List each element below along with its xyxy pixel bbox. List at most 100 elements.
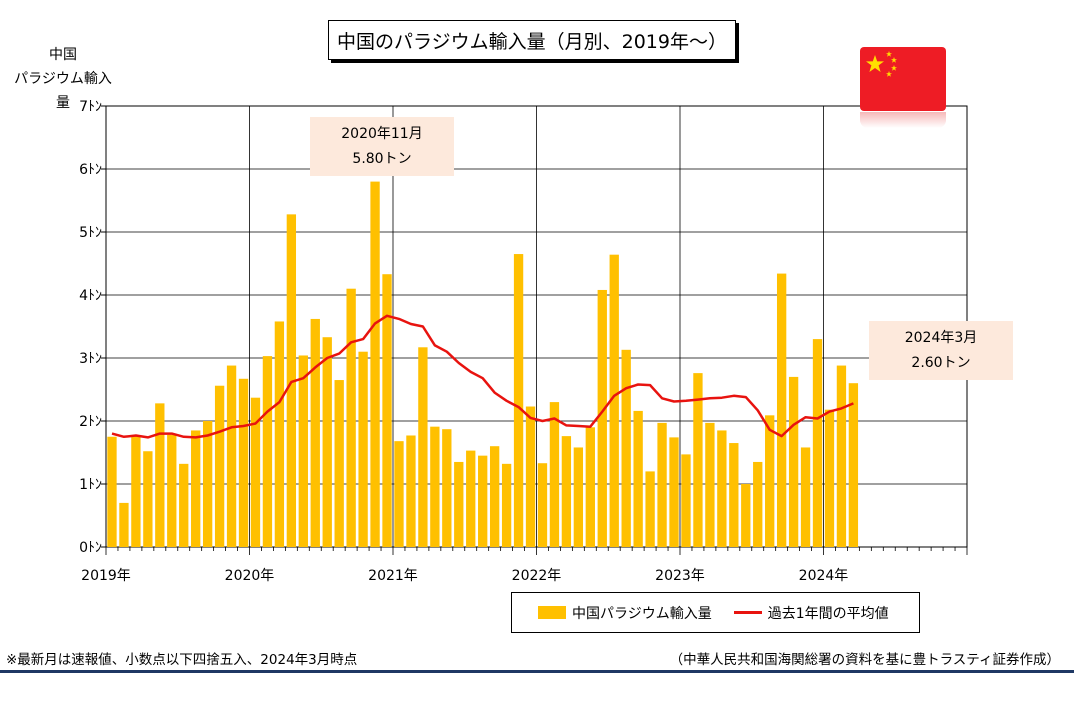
bar-imports bbox=[119, 502, 129, 547]
footnote: ※最新月は速報値、小数点以下四捨五入、2024年3月時点 bbox=[6, 652, 358, 668]
callout-peak-date: 2020年11月 bbox=[341, 125, 423, 142]
bar-imports bbox=[693, 373, 703, 547]
bar-imports bbox=[346, 288, 356, 547]
bar-imports bbox=[191, 430, 201, 547]
y-tick-label: 7ﾄﾝ bbox=[79, 99, 102, 115]
bar-imports bbox=[214, 385, 225, 547]
bar-imports bbox=[657, 422, 667, 547]
bar-imports bbox=[848, 383, 859, 547]
legend-item-average: 過去1年間の平均値 bbox=[712, 603, 889, 623]
bar-imports bbox=[322, 337, 332, 547]
bar-imports bbox=[131, 435, 141, 547]
china-flag-icon bbox=[860, 47, 946, 111]
y-tick-label: 5ﾄﾝ bbox=[79, 225, 102, 241]
bar-imports bbox=[621, 349, 631, 547]
bar-imports bbox=[633, 410, 643, 547]
callout-latest-date: 2024年3月 bbox=[904, 329, 978, 346]
bar-imports bbox=[454, 461, 464, 547]
callout-peak-value: 5.80トン bbox=[352, 150, 412, 167]
bar-imports bbox=[788, 376, 799, 547]
legend-line-swatch bbox=[733, 611, 762, 614]
y-tick-label: 0ﾄﾝ bbox=[79, 540, 102, 556]
bar-imports bbox=[836, 365, 847, 547]
bar-imports bbox=[466, 450, 476, 547]
bar-imports bbox=[812, 339, 823, 547]
chart-title: 中国のパラジウム輸入量（月別、2019年～） bbox=[328, 20, 736, 60]
x-tick-label: 2022年 bbox=[512, 568, 562, 584]
legend-label-imports: 中国パラジウム輸入量 bbox=[572, 605, 712, 622]
flag-reflection bbox=[860, 112, 946, 128]
bar-imports bbox=[741, 484, 751, 547]
bar-imports bbox=[250, 397, 261, 547]
bar-imports bbox=[430, 426, 440, 547]
bar-imports bbox=[167, 434, 177, 547]
bar-imports bbox=[262, 356, 273, 547]
bar-imports bbox=[561, 436, 572, 547]
bar-imports bbox=[394, 441, 404, 547]
bar-imports bbox=[800, 447, 811, 547]
bar-imports bbox=[525, 406, 536, 547]
callout-latest: 2024年3月 2.60トン bbox=[869, 321, 1013, 380]
bar-imports bbox=[334, 380, 344, 547]
x-tick-label: 2021年 bbox=[368, 568, 418, 584]
bar-imports bbox=[765, 415, 775, 547]
y-axis-label-line-1: 中国 bbox=[49, 47, 77, 63]
source-note: （中華人民共和国海関総署の資料を基に豊トラスティ証券作成） bbox=[669, 652, 1060, 668]
y-tick-label: 1ﾄﾝ bbox=[79, 477, 102, 493]
bottom-rule bbox=[0, 670, 1074, 673]
bar-imports bbox=[705, 422, 715, 547]
bar-imports bbox=[143, 451, 153, 547]
y-tick-label: 2ﾄﾝ bbox=[79, 414, 102, 430]
legend-bar-swatch bbox=[538, 606, 566, 619]
y-tick-label: 4ﾄﾝ bbox=[79, 288, 102, 304]
y-axis-label: 中国 パラジウム輸入量 bbox=[8, 43, 118, 115]
bar-imports bbox=[298, 355, 308, 547]
series-line-average bbox=[111, 314, 854, 439]
bar-imports bbox=[609, 254, 619, 547]
chart-legend: 中国パラジウム輸入量 過去1年間の平均値 bbox=[511, 592, 920, 633]
y-tick-label: 6ﾄﾝ bbox=[79, 162, 102, 178]
y-tick-label: 3ﾄﾝ bbox=[79, 351, 102, 367]
bar-imports bbox=[202, 421, 213, 547]
bar-imports bbox=[681, 454, 691, 547]
bar-imports bbox=[585, 427, 595, 547]
bar-imports bbox=[824, 409, 835, 547]
x-tick-label: 2019年 bbox=[81, 568, 131, 584]
bar-imports bbox=[358, 351, 368, 547]
bar-imports bbox=[442, 429, 452, 547]
x-tick-label: 2023年 bbox=[655, 568, 705, 584]
bar-imports bbox=[753, 461, 763, 547]
bar-imports bbox=[513, 254, 524, 548]
callout-peak: 2020年11月 5.80トン bbox=[310, 117, 454, 176]
bar-imports bbox=[501, 463, 512, 547]
bar-imports bbox=[406, 435, 416, 547]
x-tick-label: 2020年 bbox=[225, 568, 275, 584]
legend-item-imports: 中国パラジウム輸入量 bbox=[512, 603, 712, 623]
bar-imports bbox=[549, 402, 560, 547]
bar-imports bbox=[537, 463, 548, 547]
bar-imports bbox=[370, 181, 380, 547]
bar-imports bbox=[179, 463, 189, 547]
bar-imports bbox=[669, 437, 679, 547]
bar-imports bbox=[418, 347, 428, 547]
bar-imports bbox=[597, 289, 607, 547]
y-axis-label-line-2: パラジウム輸入量 bbox=[14, 71, 112, 111]
bar-imports bbox=[729, 443, 739, 547]
bar-imports bbox=[238, 378, 249, 547]
bar-imports bbox=[107, 436, 117, 547]
bar-imports bbox=[478, 455, 488, 547]
bar-imports bbox=[573, 447, 584, 547]
x-tick-label: 2024年 bbox=[799, 568, 849, 584]
bar-imports bbox=[645, 471, 655, 547]
bar-imports bbox=[226, 365, 237, 547]
bar-imports bbox=[155, 403, 165, 547]
bar-imports bbox=[489, 446, 500, 547]
bar-imports bbox=[274, 321, 285, 547]
bar-imports bbox=[382, 274, 392, 547]
bar-imports bbox=[776, 273, 787, 547]
legend-label-average: 過去1年間の平均値 bbox=[767, 605, 889, 622]
callout-latest-value: 2.60トン bbox=[911, 354, 971, 371]
bar-imports bbox=[310, 318, 320, 547]
bar-imports bbox=[717, 430, 727, 547]
